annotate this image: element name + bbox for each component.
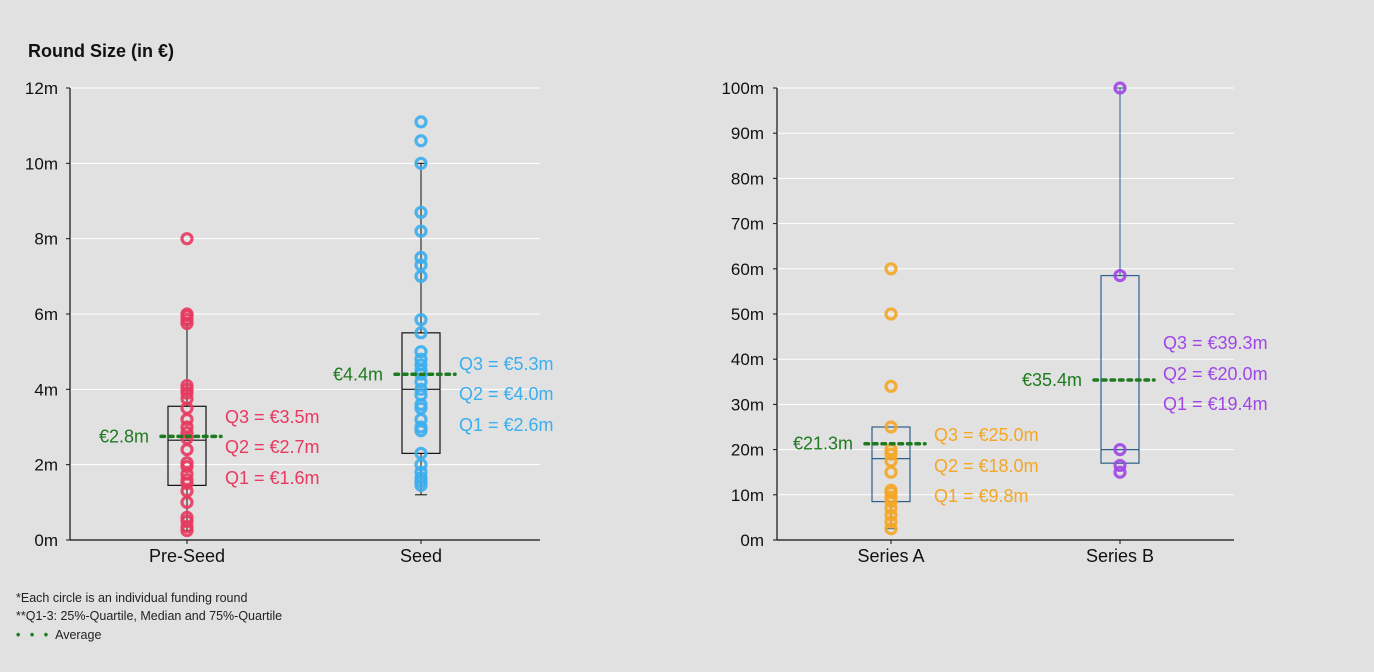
data-point	[1113, 268, 1127, 283]
y-tick-label: 6m	[34, 305, 58, 324]
data-point	[414, 115, 428, 129]
data-point	[180, 456, 194, 470]
y-tick-label: 2m	[34, 456, 58, 475]
y-tick-label: 4m	[34, 380, 58, 399]
y-tick-label: 10m	[25, 154, 58, 173]
y-tick-label: 10m	[731, 486, 764, 505]
y-tick-label: 60m	[731, 260, 764, 279]
data-point	[1113, 81, 1127, 95]
y-tick-label: 40m	[731, 350, 764, 369]
data-point	[414, 156, 428, 170]
y-tick-label: 0m	[34, 531, 58, 550]
average-label: €4.4m	[333, 364, 383, 384]
data-point	[180, 443, 194, 457]
quartile-label: Q1 = €2.6m	[459, 415, 554, 435]
y-tick-label: 90m	[731, 124, 764, 143]
data-point	[884, 447, 898, 461]
y-tick-label: 0m	[740, 531, 764, 550]
footnote-quartiles: **Q1-3: 25%-Quartile, Median and 75%-Qua…	[16, 609, 283, 623]
data-point	[414, 420, 428, 434]
data-point	[414, 471, 428, 485]
average-label: €35.4m	[1022, 370, 1082, 390]
data-point	[1113, 458, 1127, 473]
quartile-label: Q3 = €5.3m	[459, 354, 554, 374]
data-point	[180, 510, 194, 525]
footnote-average-label: Average	[55, 628, 102, 642]
data-point	[414, 465, 428, 479]
data-point	[884, 490, 898, 504]
data-point	[180, 420, 194, 434]
data-point	[414, 412, 428, 427]
data-point	[414, 326, 428, 340]
data-point	[414, 313, 428, 327]
y-tick-label: 12m	[25, 79, 58, 98]
data-point	[180, 473, 194, 487]
quartile-label: Q2 = €18.0m	[934, 456, 1039, 476]
data-point	[180, 412, 194, 427]
chart-title: Round Size (in €)	[28, 41, 174, 61]
y-tick-label: 80m	[731, 169, 764, 188]
footnote-circles: *Each circle is an individual funding ro…	[16, 591, 248, 605]
average-label: €2.8m	[99, 426, 149, 446]
quartile-label: Q1 = €1.6m	[225, 468, 320, 488]
quartile-label: Q3 = €25.0m	[934, 425, 1039, 445]
y-tick-label: 70m	[731, 215, 764, 234]
y-tick-label: 100m	[721, 79, 764, 98]
data-point	[884, 508, 898, 522]
data-point	[884, 379, 898, 393]
data-point	[180, 378, 194, 393]
box-iqr	[401, 332, 441, 454]
chart-early-stage: 0m 2m 4m 6m 8m 10m 12m Pre-Seed €2.8m Q3 = €3.5m Q…	[25, 79, 554, 566]
y-tick-label: 20m	[731, 441, 764, 460]
average-legend-icon: • • •	[16, 628, 52, 642]
footnote-average: • • • Average	[16, 628, 101, 642]
data-point	[414, 345, 428, 359]
data-point	[180, 307, 194, 321]
data-point	[884, 262, 898, 276]
chart-late-stage: 0m 10m 20m 30m 40m 50m 60m 70m 80m 90m 100m Series …	[721, 79, 1267, 566]
y-tick-label: 8m	[34, 230, 58, 249]
data-point	[884, 522, 898, 536]
data-point	[414, 250, 428, 265]
data-point	[180, 232, 194, 246]
data-point	[414, 382, 428, 396]
quartile-label: Q2 = €20.0m	[1163, 364, 1268, 384]
data-point	[414, 258, 428, 272]
y-tick-label: 50m	[731, 305, 764, 324]
quartile-label: Q2 = €2.7m	[225, 437, 320, 457]
box-iqr	[1100, 274, 1140, 464]
data-point	[414, 358, 428, 372]
average-label: €21.3m	[793, 434, 853, 454]
data-point	[884, 483, 898, 497]
data-point	[414, 134, 428, 148]
data-point	[414, 446, 428, 460]
quartile-label: Q1 = €9.8m	[934, 486, 1029, 506]
data-point	[884, 420, 898, 434]
data-point	[414, 205, 428, 219]
category-label: Series B	[1086, 546, 1154, 566]
data-point	[1113, 465, 1127, 479]
data-point	[884, 465, 898, 479]
data-point	[884, 307, 898, 321]
box-iqr	[871, 426, 911, 503]
quartile-label: Q1 = €19.4m	[1163, 394, 1268, 414]
category-label: Pre-Seed	[149, 546, 225, 566]
quartile-label: Q3 = €3.5m	[225, 407, 320, 427]
data-point	[414, 224, 428, 238]
data-point	[414, 388, 428, 402]
data-point	[414, 352, 428, 366]
quartile-label: Q2 = €4.0m	[459, 384, 554, 404]
data-point	[884, 515, 898, 529]
category-label: Seed	[400, 546, 442, 566]
data-point	[1113, 443, 1127, 457]
category-label: Series A	[857, 546, 924, 566]
y-tick-label: 30m	[731, 395, 764, 414]
quartile-label: Q3 = €39.3m	[1163, 333, 1268, 353]
